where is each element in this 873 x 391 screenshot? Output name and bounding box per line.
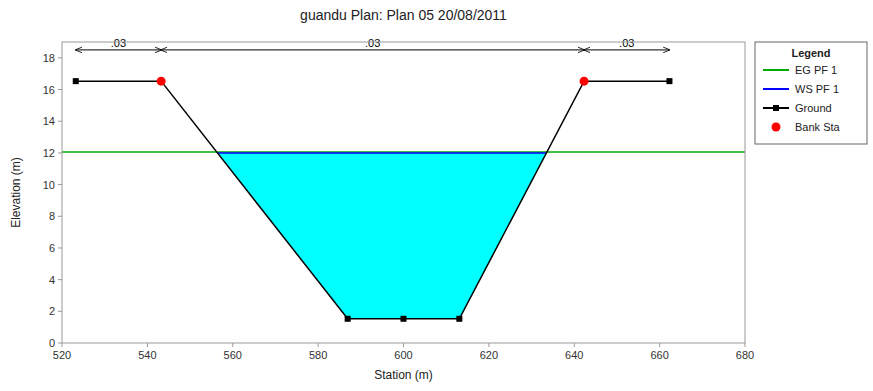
x-tick [574,343,575,347]
x-tick [745,343,746,347]
legend-swatch [763,88,789,90]
y-tick [58,279,62,280]
y-tick-label: 16 [43,84,55,96]
x-tick-label: 660 [650,349,668,361]
x-tick-label: 540 [138,349,156,361]
y-tick [58,343,62,344]
x-axis-label: Station (m) [374,368,433,382]
x-tick [232,343,233,347]
x-tick-label: 680 [736,349,754,361]
x-tick-label: 600 [394,349,412,361]
series-line [76,81,670,319]
x-tick [488,343,489,347]
y-axis-label: Elevation (m) [9,157,23,228]
y-tick-label: 0 [49,337,55,349]
legend-entry: Bank Sta [795,121,841,133]
bank-station [157,77,166,86]
y-tick [58,89,62,90]
y-tick-label: 14 [43,115,55,127]
ground-point [345,316,351,322]
energy-grade-line [62,151,745,153]
ground-point [456,316,462,322]
x-tick [403,343,404,347]
legend-frame [755,42,867,144]
chart: guandu Plan: Plan 05 20/08/2011 .03 .03 .03… [0,0,873,391]
y-tick-label: 8 [49,210,55,222]
y-tick [58,57,62,58]
x-tick-label: 640 [565,349,583,361]
legend-entry: Ground [795,102,832,114]
bank-station [580,77,589,86]
y-tick [58,216,62,217]
ground-point [73,78,79,84]
legend-swatch [772,123,781,132]
y-tick-label: 18 [43,52,55,64]
roughness-label: .03 [619,37,634,49]
legend-swatch [763,69,789,71]
roughness-arrow [161,49,584,50]
y-tick-label: 2 [49,305,55,317]
water-area [217,153,546,319]
series-line [217,152,546,154]
legend-title: Legend [791,47,830,59]
x-tick-label: 580 [309,349,327,361]
roughness-label: .03 [365,37,380,49]
y-tick-label: 6 [49,242,55,254]
plot-area [62,50,745,322]
legend-swatch [773,105,779,111]
ground-point [666,78,672,84]
y-tick [58,152,62,153]
x-tick-label: 560 [224,349,242,361]
y-tick-label: 12 [43,147,55,159]
roughness-arrow [76,49,161,50]
legend-entry: WS PF 1 [795,83,839,95]
x-tick [659,343,660,347]
roughness-label: .03 [111,37,126,49]
x-tick [62,343,63,347]
y-tick [58,311,62,312]
legend: Legend EG PF 1 WS PF 1 Ground Bank Sta [755,42,867,144]
y-tick [58,184,62,185]
title: guandu Plan: Plan 05 20/08/2011 [300,7,507,23]
x-tick [318,343,319,347]
x-tick-label: 520 [53,349,71,361]
x-tick [147,343,148,347]
ground-point [401,316,407,322]
roughness-arrow [584,49,669,50]
y-tick-label: 4 [49,274,55,286]
y-tick [58,121,62,122]
y-tick-label: 10 [43,179,55,191]
y-tick [58,247,62,248]
x-tick-label: 620 [480,349,498,361]
legend-entry: EG PF 1 [795,64,837,76]
plot-frame [62,42,745,343]
